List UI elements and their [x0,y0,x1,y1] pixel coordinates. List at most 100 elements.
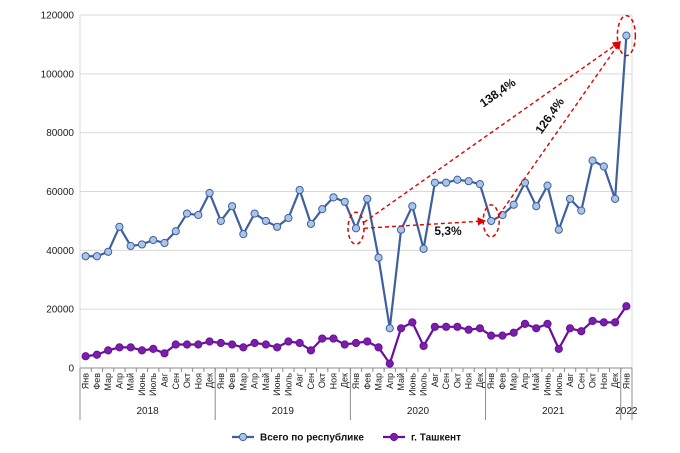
data-point [239,230,248,239]
legend-swatch-marker [238,432,248,442]
data-point [408,202,417,211]
y-tick-label: 20000 [46,305,74,316]
x-month-label: Июнь [137,373,147,396]
data-point [487,331,496,340]
y-tick-label: 120000 [41,11,75,22]
data-point [160,238,169,248]
data-point [329,334,338,343]
data-point [363,337,372,346]
data-point [464,325,473,334]
data-point [599,318,608,327]
x-month-label: Авг [565,372,575,387]
legend-swatch-marker [389,432,399,442]
x-month-label: Ноя [464,373,474,390]
data-point [374,343,383,352]
data-point [577,327,586,336]
data-point [137,240,147,249]
data-point [104,247,113,256]
data-point [442,322,451,331]
data-point [453,322,462,331]
data-point [261,340,270,349]
x-month-label: Янв [81,373,91,389]
x-month-label: Апр [250,373,260,389]
legend-label: Всего по республике [260,432,364,444]
x-month-label: Окт [182,373,192,388]
y-tick-label: 0 [68,364,74,375]
data-point [363,194,372,203]
x-month-label: Окт [588,373,598,388]
x-month-label: Мар [103,373,113,391]
data-point [284,337,293,346]
data-point [273,222,282,231]
data-point [182,340,192,349]
x-month-label: Янв [216,373,226,389]
x-month-label: Окт [317,373,327,388]
data-point [498,331,507,340]
data-point [622,31,631,40]
data-point [137,346,147,355]
data-point [340,197,349,206]
x-month-label: Июнь [543,373,553,396]
x-month-label: Сен [441,373,451,390]
x-month-label: Дек [475,373,485,388]
x-month-label: Мар [509,373,519,391]
data-point [261,216,270,226]
data-point [543,319,552,328]
data-point [464,177,473,186]
x-month-label: Сен [306,373,316,390]
x-month-label: Ноя [328,373,338,390]
x-month-label: Сен [576,373,586,390]
data-point [430,178,439,187]
y-axis: 0 20000 40000 60000 80000 100000 120000 [41,11,75,375]
data-point [306,346,316,355]
data-point [92,252,101,261]
data-point [318,334,327,343]
growth-arrow [363,217,487,229]
data-point [396,225,406,234]
x-month-label: Июль [148,373,158,396]
highlight-ellipse [616,14,637,57]
data-point [295,185,304,195]
data-point [611,318,620,327]
data-point [475,180,485,189]
data-point [115,343,124,352]
data-point [419,244,428,253]
x-month-label: Окт [452,373,462,388]
data-point [520,178,530,187]
x-month-label: Мар [374,373,384,391]
x-month-label: Янв [486,373,496,389]
data-point [295,338,304,348]
x-month-label: Фев [92,373,102,390]
data-point [408,318,417,327]
x-month-label: Мар [238,373,248,391]
data-point [351,224,361,233]
data-point [273,343,282,352]
x-month-label: Апр [114,373,124,389]
data-point [250,209,259,218]
data-point [149,235,158,245]
x-month-label: Дек [610,373,620,388]
data-point [543,181,552,190]
data-point [194,210,203,220]
x-month-label: Авг [159,372,169,387]
x-month-label: Ноя [599,373,609,390]
x-month-label: Дек [205,373,215,388]
data-point [126,241,135,251]
growth-label: 126,4% [532,95,567,137]
x-month-label: Июль [283,373,293,396]
x-year-label: 2020 [407,406,430,417]
x-month-label: Фев [497,373,507,390]
data-point [487,216,496,226]
data-point [160,349,169,358]
x-axis: Янв Фев Мар Апр Май Июнь Июль Авг Сен Окт Ноя Дек Ян… [79,367,638,420]
x-year-label: 2022 [615,406,638,417]
data-point [430,322,439,331]
data-point [565,324,575,333]
data-point [351,338,361,348]
annotations-layer: 138,4% 126,4% 5,3% [347,14,637,246]
data-point [171,340,180,349]
growth-label: 5,3% [434,224,462,238]
data-point [104,346,113,355]
data-point [475,324,485,333]
data-point [509,200,518,209]
